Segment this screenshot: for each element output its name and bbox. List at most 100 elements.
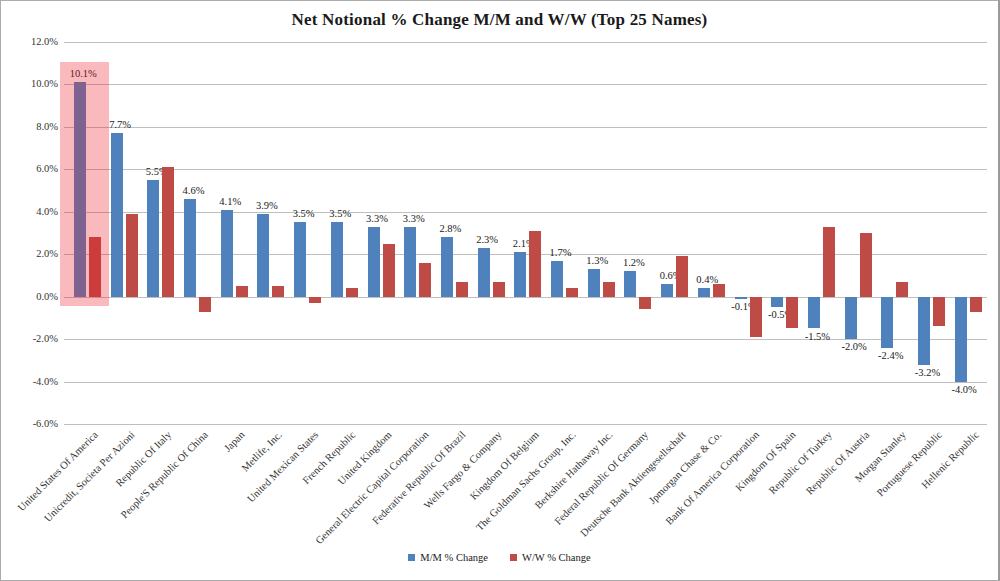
bar-mm-change (147, 180, 159, 297)
gridline (64, 42, 987, 43)
bar-mm-change (551, 261, 563, 297)
highlight-box (60, 62, 109, 306)
x-axis-category-label: Portuguese Republic (875, 429, 945, 499)
gridline (64, 127, 987, 128)
bar-value-label: 3.3% (403, 213, 425, 225)
bar-ww-change (970, 297, 982, 312)
bar-ww-change (750, 297, 762, 337)
bar-value-label: -2.0% (841, 341, 866, 353)
y-axis-tick-label: 12.0% (1, 36, 58, 48)
bar-value-label: 3.9% (256, 200, 278, 212)
bar-mm-change (514, 252, 526, 297)
gridline (64, 212, 987, 213)
bar-ww-change (566, 288, 578, 297)
y-axis-tick-label: -6.0% (1, 418, 58, 430)
bar-mm-change (918, 297, 930, 365)
bar-ww-change (860, 233, 872, 297)
bar-value-label: -3.2% (915, 367, 940, 379)
bar-mm-change (441, 237, 453, 296)
bar-ww-change (346, 288, 358, 297)
gridline (64, 84, 987, 85)
bar-value-label: -1.5% (805, 331, 830, 343)
legend-label-ww: W/W % Change (522, 552, 591, 563)
bar-mm-change (221, 210, 233, 297)
gridline (64, 424, 987, 425)
gridline (64, 169, 987, 170)
bar-mm-change (368, 227, 380, 297)
bar-mm-change (294, 222, 306, 296)
bar-ww-change (493, 282, 505, 297)
x-axis-category-label: Japan (222, 429, 247, 454)
chart-page: Net Notional % Change M/M and W/W (Top 2… (0, 0, 1000, 581)
bar-mm-change (111, 133, 123, 296)
bar-mm-change (698, 288, 710, 297)
legend-swatch-mm-icon (408, 554, 415, 561)
bar-value-label: 2.3% (476, 234, 498, 246)
legend-item-mm: M/M % Change (408, 552, 488, 563)
bar-ww-change (236, 286, 248, 297)
bar-ww-change (383, 244, 395, 297)
bar-mm-change (735, 297, 747, 299)
bar-value-label: 3.3% (366, 213, 388, 225)
y-axis-tick-label: 0.0% (1, 291, 58, 303)
x-axis-category-label: Kingdom Of Belgium (468, 429, 542, 503)
bar-mm-change (404, 227, 416, 297)
bar-ww-change (786, 297, 798, 329)
y-axis-tick-label: -2.0% (1, 333, 58, 345)
bar-value-label: -4.0% (952, 384, 977, 396)
bar-mm-change (624, 271, 636, 297)
bar-mm-change (955, 297, 967, 382)
bar-ww-change (823, 227, 835, 297)
bar-mm-change (588, 269, 600, 297)
y-axis-tick-label: 6.0% (1, 163, 58, 175)
x-axis-category-label: United Mexican States (245, 429, 321, 505)
bar-mm-change (808, 297, 820, 329)
bar-ww-change (933, 297, 945, 327)
gridline (64, 339, 987, 340)
bar-value-label: -2.4% (878, 350, 903, 362)
bar-mm-change (845, 297, 857, 339)
bar-value-label: 1.2% (623, 257, 645, 269)
y-axis-tick-label: 10.0% (1, 78, 58, 90)
bar-value-label: 1.3% (586, 255, 608, 267)
y-axis-tick-label: 8.0% (1, 121, 58, 133)
gridline (64, 382, 987, 383)
bar-mm-change (881, 297, 893, 348)
bar-ww-change (272, 286, 284, 297)
bar-mm-change (771, 297, 783, 308)
bar-value-label: 2.8% (439, 223, 461, 235)
bar-ww-change (309, 297, 321, 303)
y-axis-tick-label: 4.0% (1, 206, 58, 218)
bar-value-label: 3.5% (293, 208, 315, 220)
bar-mm-change (184, 199, 196, 297)
legend-swatch-ww-icon (510, 554, 517, 561)
y-axis-tick-label: -4.0% (1, 376, 58, 388)
x-axis-category-label: Republic Of Austria (803, 429, 871, 497)
bar-ww-change (162, 167, 174, 297)
bar-value-label: 4.1% (219, 196, 241, 208)
bar-ww-change (126, 214, 138, 297)
bar-ww-change (676, 256, 688, 296)
bar-value-label: 7.7% (109, 119, 131, 131)
bar-ww-change (896, 282, 908, 297)
x-axis-category-label: Republic Of Turkey (767, 429, 835, 497)
y-axis-tick-label: 2.0% (1, 248, 58, 260)
bar-mm-change (331, 222, 343, 296)
bar-ww-change (529, 231, 541, 297)
bar-ww-change (639, 297, 651, 310)
bar-ww-change (199, 297, 211, 312)
bar-value-label: 3.5% (329, 208, 351, 220)
bar-ww-change (419, 263, 431, 297)
legend-label-mm: M/M % Change (420, 552, 488, 563)
chart-title: Net Notional % Change M/M and W/W (Top 2… (1, 10, 998, 30)
bar-mm-change (257, 214, 269, 297)
bar-mm-change (478, 248, 490, 297)
legend: M/M % Change W/W % Change (1, 552, 998, 563)
bar-ww-change (456, 282, 468, 297)
bar-value-label: 1.7% (550, 247, 572, 259)
bar-mm-change (661, 284, 673, 297)
bar-ww-change (713, 284, 725, 297)
bar-ww-change (603, 282, 615, 297)
bar-value-label: 4.6% (183, 185, 205, 197)
legend-item-ww: W/W % Change (510, 552, 591, 563)
